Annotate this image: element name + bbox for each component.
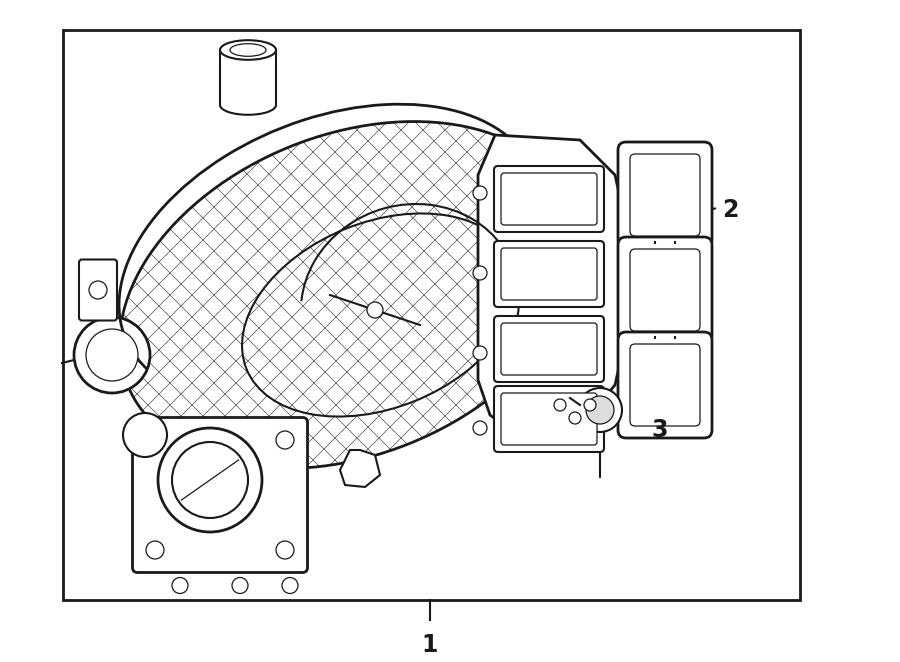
Ellipse shape (120, 122, 580, 469)
Text: 2: 2 (722, 198, 738, 222)
FancyBboxPatch shape (630, 154, 700, 236)
Polygon shape (340, 450, 380, 487)
Bar (63, 30, 800, 600)
Circle shape (276, 541, 294, 559)
Circle shape (74, 317, 150, 393)
FancyBboxPatch shape (618, 332, 712, 438)
FancyBboxPatch shape (501, 393, 597, 445)
FancyBboxPatch shape (501, 173, 597, 225)
Ellipse shape (230, 44, 266, 56)
FancyBboxPatch shape (494, 241, 604, 307)
Circle shape (550, 395, 570, 415)
Circle shape (276, 431, 294, 449)
Circle shape (586, 396, 614, 424)
Ellipse shape (220, 40, 276, 60)
Circle shape (554, 399, 566, 411)
Circle shape (146, 541, 164, 559)
Circle shape (578, 388, 622, 432)
Circle shape (282, 577, 298, 594)
FancyBboxPatch shape (618, 237, 712, 343)
FancyBboxPatch shape (494, 386, 604, 452)
Circle shape (584, 399, 596, 411)
Circle shape (158, 428, 262, 532)
FancyBboxPatch shape (494, 166, 604, 232)
Polygon shape (478, 135, 625, 430)
Circle shape (172, 577, 188, 594)
FancyBboxPatch shape (501, 248, 597, 300)
FancyBboxPatch shape (132, 418, 308, 573)
Circle shape (565, 408, 585, 428)
Circle shape (569, 412, 581, 424)
Circle shape (89, 281, 107, 299)
Text: 1: 1 (422, 633, 438, 657)
Circle shape (473, 186, 487, 200)
Circle shape (86, 329, 138, 381)
Circle shape (367, 302, 383, 318)
Circle shape (146, 431, 164, 449)
Circle shape (580, 395, 600, 415)
Circle shape (473, 266, 487, 280)
FancyBboxPatch shape (494, 316, 604, 382)
Circle shape (473, 346, 487, 360)
Circle shape (232, 577, 248, 594)
FancyBboxPatch shape (501, 323, 597, 375)
FancyBboxPatch shape (79, 260, 117, 320)
FancyBboxPatch shape (630, 344, 700, 426)
Circle shape (172, 442, 248, 518)
Circle shape (123, 413, 167, 457)
FancyBboxPatch shape (630, 249, 700, 331)
Ellipse shape (242, 213, 518, 416)
Text: 3: 3 (652, 418, 668, 442)
Circle shape (473, 421, 487, 435)
FancyBboxPatch shape (618, 142, 712, 248)
